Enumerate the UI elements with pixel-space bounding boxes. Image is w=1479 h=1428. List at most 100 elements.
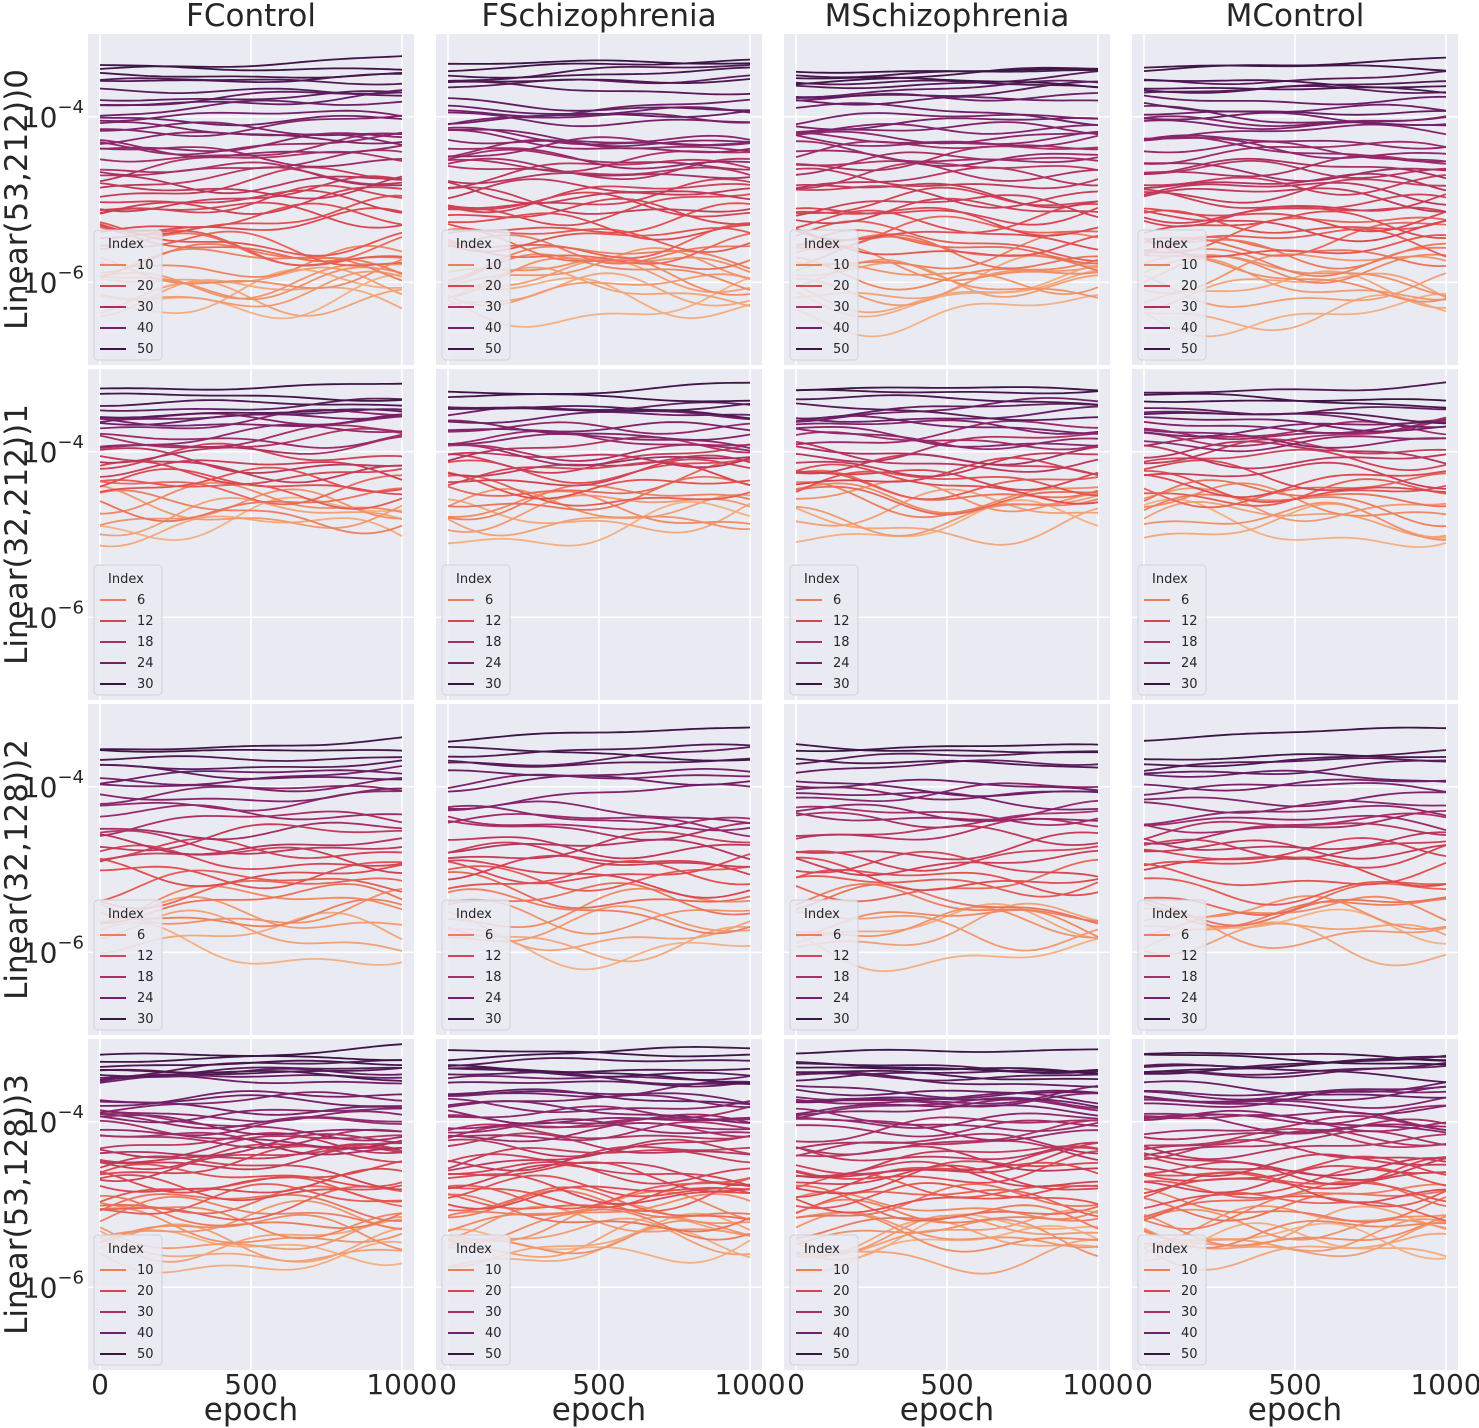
x-axis-label: epoch [204, 1392, 298, 1428]
series-line-index-9 [447, 871, 751, 910]
legend-entry-30: 30 [833, 677, 850, 692]
legend-entry-18: 18 [833, 970, 850, 985]
series-line-index-11 [447, 1208, 751, 1241]
series-line-index-43 [448, 1090, 751, 1105]
series-line-index-52 [1143, 1051, 1447, 1062]
legend: Index 6 12 18 24 30 [789, 564, 859, 696]
series-line-index-33 [99, 1119, 403, 1150]
series-line-index-51 [447, 1067, 751, 1084]
legend: Index 10 20 30 40 50 [93, 229, 163, 361]
series-lines [1143, 381, 1447, 549]
series-line-index-32 [447, 157, 751, 180]
series-line-index-17 [99, 447, 403, 474]
legend-title: Index [456, 237, 492, 252]
series-line-index-43 [795, 1085, 1099, 1099]
series-line-index-39 [100, 114, 403, 138]
series-line-index-53 [795, 68, 1099, 74]
legend: Index 6 12 18 24 30 [93, 564, 163, 696]
series-line-index-20 [100, 821, 403, 841]
x-tick-label: 0 [439, 1368, 457, 1401]
panel-mschizophrenia-row2: Index 6 12 18 24 30 [784, 704, 1110, 1035]
series-line-index-50 [100, 1069, 403, 1082]
series-line-index-9 [795, 485, 1099, 516]
series-line-index-53 [447, 1049, 751, 1058]
series-line-index-18 [99, 427, 403, 464]
series-line-index-3 [1143, 500, 1447, 538]
series-line-index-50 [447, 78, 751, 84]
series-line-index-11 [1143, 861, 1447, 887]
series-line-index-21 [795, 420, 1099, 446]
series-line-index-28 [795, 759, 1099, 774]
series-line-index-13 [1143, 844, 1447, 869]
legend: Index 10 20 30 40 50 [789, 229, 859, 361]
series-line-index-20 [1143, 1156, 1447, 1190]
series-line-index-21 [795, 1160, 1099, 1195]
series-line-index-21 [447, 430, 751, 452]
series-line-index-28 [447, 746, 751, 767]
column-titles: FControl FSchizophrenia MSchizophrenia MCon… [186, 0, 1364, 34]
series-line-index-21 [99, 1167, 403, 1194]
series-line-index-15 [795, 849, 1099, 877]
series-line-index-25 [1143, 421, 1446, 438]
panel-mcontrol-row1: Index 6 12 18 24 30 [1132, 369, 1458, 700]
series-line-index-50 [795, 1069, 1099, 1081]
panel-mcontrol-row2: Index 6 12 18 24 30 [1132, 704, 1458, 1035]
series-line-index-31 [99, 392, 403, 402]
column-title-mcontrol: MControl [1226, 0, 1365, 34]
series-line-index-24 [99, 787, 402, 803]
series-line-index-23 [795, 782, 1099, 803]
legend: Index 6 12 18 24 30 [1137, 564, 1207, 696]
series-line-index-29 [1143, 1133, 1447, 1160]
series-line-index-32 [795, 151, 1099, 176]
series-line-index-53 [99, 1052, 402, 1061]
series-line-index-36 [1143, 1112, 1447, 1134]
series-line-index-23 [1143, 429, 1447, 449]
series-line-index-24 [795, 419, 1099, 435]
series-line-index-36 [447, 1113, 751, 1130]
series-line-index-27 [1143, 769, 1447, 783]
series-line-index-30 [99, 399, 403, 407]
series-line-index-49 [1143, 1064, 1447, 1083]
series-line-index-45 [795, 96, 1099, 106]
series-lines [99, 382, 403, 548]
legend-entry-30: 30 [485, 1012, 502, 1027]
legend-entry-40: 40 [485, 321, 502, 336]
series-line-index-38 [1143, 134, 1447, 150]
series-line-index-11 [1143, 470, 1447, 504]
series-line-index-39 [795, 123, 1099, 135]
series-line-index-52 [447, 58, 751, 73]
series-line-index-30 [795, 1119, 1099, 1156]
legend-entry-20: 20 [833, 279, 850, 294]
x-tick-label: 1000 [366, 1368, 437, 1401]
series-line-index-21 [1143, 814, 1447, 831]
series-line-index-18 [99, 833, 403, 856]
legend-entry-18: 18 [1181, 970, 1198, 985]
legend-entry-10: 10 [833, 1263, 850, 1278]
series-line-index-12 [447, 853, 751, 885]
series-line-index-24 [1143, 791, 1446, 808]
series-line-index-51 [795, 66, 1099, 86]
legend-entry-24: 24 [137, 991, 154, 1006]
legend-entry-20: 20 [137, 279, 154, 294]
legend-title: Index [456, 907, 492, 922]
legend-entry-10: 10 [485, 1263, 502, 1278]
legend-entry-10: 10 [833, 258, 850, 273]
series-line-index-31 [1143, 1130, 1447, 1157]
series-line-index-22 [1143, 1164, 1447, 1194]
legend-entry-18: 18 [137, 970, 154, 985]
series-line-index-20 [447, 815, 751, 831]
series-line-index-16 [447, 830, 751, 860]
series-line-index-28 [447, 1134, 751, 1158]
series-line-index-44 [99, 99, 403, 117]
legend: Index 10 20 30 40 50 [441, 1234, 511, 1366]
series-line-index-27 [447, 178, 751, 201]
series-line-index-13 [1143, 459, 1447, 493]
series-line-index-21 [447, 197, 751, 226]
row-label-1: Linear(32,212))1 [0, 404, 35, 665]
series-line-index-25 [99, 175, 403, 213]
series-line-index-16 [1143, 1180, 1447, 1208]
series-line-index-21 [447, 813, 751, 838]
series-line-index-43 [99, 1094, 403, 1108]
